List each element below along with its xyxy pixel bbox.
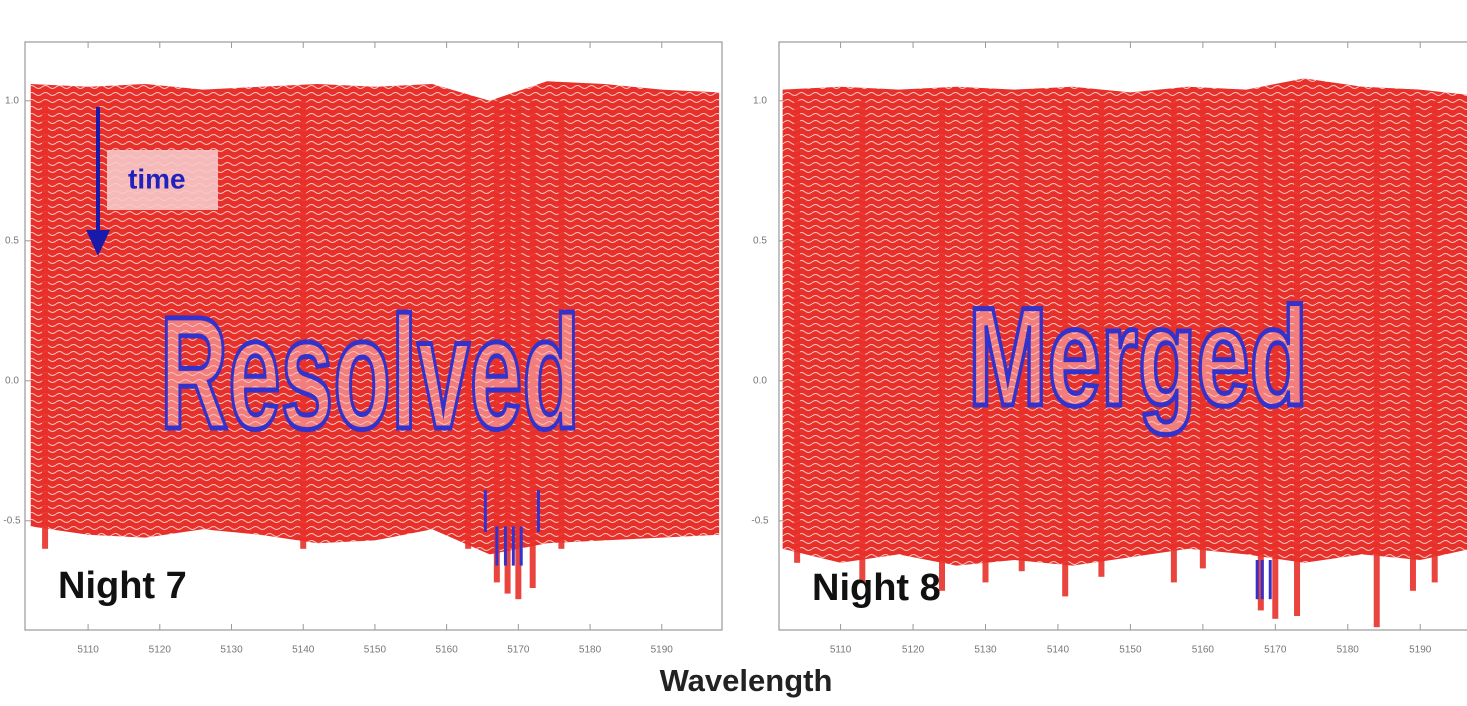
absorption-line — [529, 100, 536, 589]
panel-title: Night 7 — [58, 565, 187, 607]
absorption-line — [1257, 100, 1264, 611]
absorption-line — [939, 100, 946, 591]
y-tick-label: -0.5 — [3, 515, 21, 526]
y-tick-label: 1.0 — [5, 95, 19, 106]
absorption-line — [493, 100, 500, 583]
x-tick-label: 5180 — [1337, 645, 1360, 656]
time-label-box — [107, 150, 218, 210]
x-tick-label: 5190 — [651, 645, 674, 656]
x-tick-label: 5110 — [830, 645, 852, 656]
absorption-line — [1098, 100, 1105, 577]
absorption-line — [504, 100, 511, 594]
y-tick-label: 1.0 — [753, 95, 767, 106]
x-tick-label: 5120 — [902, 645, 925, 656]
x-axis-label: Wavelength — [660, 663, 833, 698]
absorption-line — [794, 100, 801, 563]
x-tick-label: 5150 — [1119, 645, 1142, 656]
absorption-line — [558, 100, 565, 549]
absorption-line — [1272, 100, 1279, 619]
x-tick-label: 5110 — [77, 645, 99, 656]
panel-title: Night 8 — [812, 567, 941, 609]
y-tick-label: 0.5 — [5, 235, 19, 246]
absorption-line — [300, 100, 307, 549]
x-tick-label: 5120 — [149, 645, 172, 656]
y-tick-label: -0.5 — [751, 515, 769, 526]
x-tick-label: 5160 — [1192, 645, 1215, 656]
plot-frame — [778, 41, 1467, 631]
absorption-line — [1199, 100, 1206, 569]
x-tick-label: 5180 — [579, 645, 602, 656]
x-tick-label: 5130 — [220, 645, 243, 656]
absorption-line — [465, 100, 472, 549]
x-tick-label: 5170 — [507, 645, 530, 656]
x-tick-label: 5170 — [1264, 645, 1287, 656]
y-tick-label: 0.0 — [5, 375, 19, 386]
absorption-line — [1018, 100, 1025, 572]
y-tick-label: 0.5 — [753, 235, 767, 246]
time-arrowhead — [86, 230, 110, 256]
absorption-line — [515, 100, 522, 600]
absorption-line — [1409, 100, 1416, 591]
x-tick-label: 5190 — [1409, 645, 1432, 656]
absorption-line — [1062, 100, 1069, 597]
panel-annotation: Resolved — [160, 283, 580, 462]
x-tick-label: 5160 — [436, 645, 459, 656]
absorption-line — [1373, 100, 1380, 628]
absorption-line — [1294, 100, 1301, 617]
absorption-line — [42, 100, 49, 549]
plot-frame — [24, 41, 723, 631]
y-tick-label: 0.0 — [753, 375, 767, 386]
absorption-line — [982, 100, 989, 583]
panel-annotation: Merged — [968, 278, 1308, 435]
absorption-line — [1431, 100, 1438, 583]
x-tick-label: 5150 — [364, 645, 387, 656]
x-tick-label: 5140 — [1047, 645, 1070, 656]
absorption-line — [1170, 100, 1177, 583]
time-label: time — [128, 163, 186, 194]
x-tick-label: 5140 — [292, 645, 315, 656]
plot-area — [782, 78, 1467, 628]
x-tick-label: 5130 — [974, 645, 997, 656]
absorption-line — [859, 100, 866, 583]
